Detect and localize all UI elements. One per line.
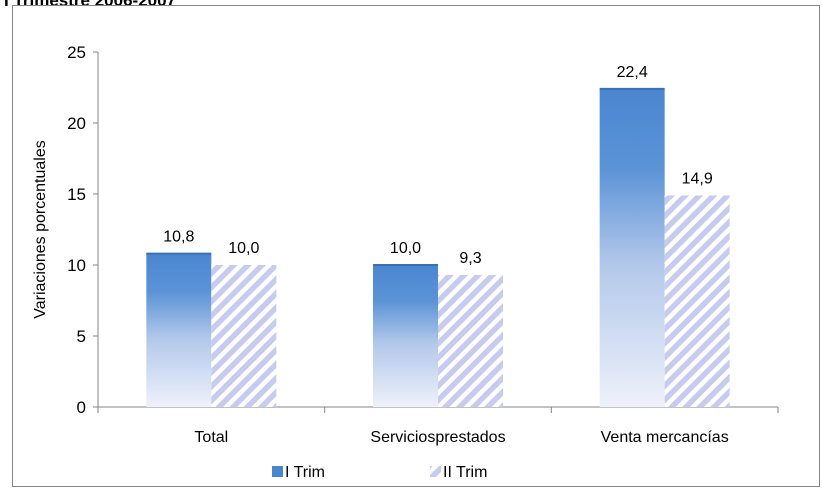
legend-label: II Trim: [443, 464, 487, 481]
y-tick-label: 20: [67, 114, 86, 133]
bar: [599, 88, 665, 408]
bar: [664, 195, 730, 407]
y-tick-label: 25: [67, 43, 86, 62]
bar: [373, 265, 438, 407]
data-label: 22,4: [617, 64, 648, 81]
bar: [146, 253, 212, 407]
data-label: 10,0: [228, 240, 259, 257]
bar: [211, 265, 277, 407]
legend-swatch: [272, 466, 283, 477]
legend-swatch: [430, 466, 441, 477]
chart-bars: [146, 87, 730, 408]
chart-labels: 10,8 10,0 22,4 10,0 9,3 14,9: [163, 64, 713, 267]
data-label: 9,3: [459, 250, 481, 267]
x-tick-label: Venta mercancías: [601, 429, 729, 446]
x-tick-label: Serviciosprestados: [370, 429, 505, 446]
chart-legend: I Trim II Trim: [272, 464, 487, 481]
chart-axes: 0 5 10 15 20 25 Variaciones porcentuales Total S…: [32, 43, 779, 446]
y-tick-label: 10: [67, 256, 86, 275]
y-tick-label: 15: [67, 185, 86, 204]
data-label: 14,9: [682, 170, 713, 187]
y-tick-label: 0: [77, 398, 86, 417]
bar: [438, 274, 503, 407]
y-axis-title: Variaciones porcentuales: [32, 140, 49, 318]
data-label: 10,8: [163, 229, 194, 246]
legend-label: I Trim: [285, 464, 325, 481]
data-label: 10,0: [390, 240, 421, 257]
x-tick-label: Total: [194, 429, 228, 446]
y-tick-label: 5: [77, 327, 86, 346]
